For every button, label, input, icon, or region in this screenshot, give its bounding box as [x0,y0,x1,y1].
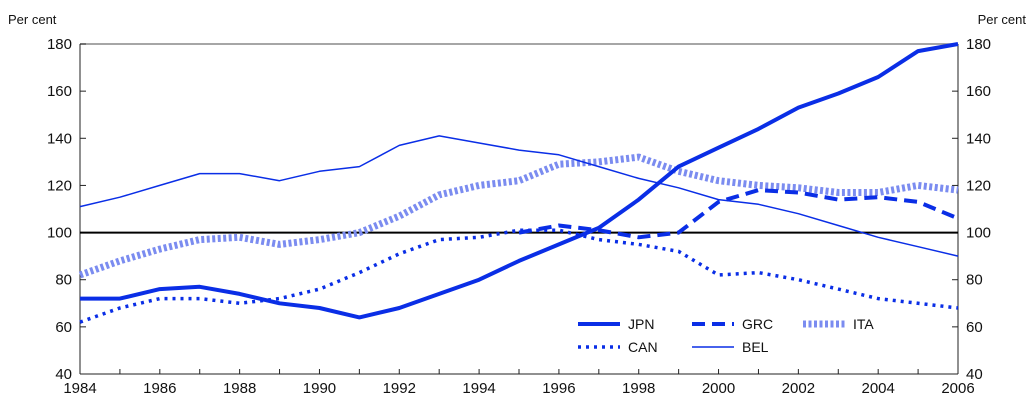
legend-label-ita: ITA [853,316,874,332]
series-line-bel [79,135,959,257]
y-axis-unit-left: Per cent [8,12,57,27]
y-tick-label-right: 160 [966,83,991,100]
y-tick-label-right: 180 [966,36,991,53]
y-tick-label-left: 60 [55,319,72,336]
legend-label-can: CAN [628,339,658,355]
x-tick-label: 1992 [383,380,416,397]
y-tick-label-left: 120 [47,177,72,194]
chart-legend: JPN GRC ITA CAN BEL [578,316,874,355]
y-tick-label-right: 140 [966,130,991,147]
y-axis-unit-right: Per cent [978,12,1027,27]
series-line-can [79,228,959,324]
x-tick-label: 1986 [143,380,176,397]
y-tick-label-left: 140 [47,130,72,147]
series-line-grc [518,188,959,240]
x-tick-label: 1988 [223,380,256,397]
y-tick-label-right: 40 [966,366,983,383]
y-tick-label-left: 80 [55,272,72,289]
y-tick-label-left: 40 [55,366,72,383]
x-tick-label: 2004 [861,380,894,397]
x-tick-label: 2002 [782,380,815,397]
x-tick-label: 1996 [542,380,575,397]
y-tick-label-right: 120 [966,177,991,194]
x-tick-label: 1998 [622,380,655,397]
legend-label-bel: BEL [742,339,769,355]
chart-axes: 40 40 60 60 80 80 100 100 120 120 140 140 160 160 180 1… [47,36,991,397]
y-tick-label-left: 160 [47,83,72,100]
chart-lines [78,42,959,324]
y-tick-label-right: 80 [966,272,983,289]
series-line-ita [78,153,959,279]
x-tick-label: 2000 [702,380,735,397]
y-tick-label-left: 180 [47,36,72,53]
legend-label-jpn: JPN [628,316,654,332]
x-tick-label: 1990 [303,380,336,397]
legend-label-grc: GRC [742,316,773,332]
x-tick-label: 1984 [63,380,96,397]
x-tick-label: 2006 [941,380,974,397]
y-tick-label-right: 100 [966,225,991,242]
series-line-jpn [80,42,959,320]
y-tick-label-right: 60 [966,319,983,336]
x-tick-label: 1994 [462,380,495,397]
y-tick-label-left: 100 [47,225,72,242]
